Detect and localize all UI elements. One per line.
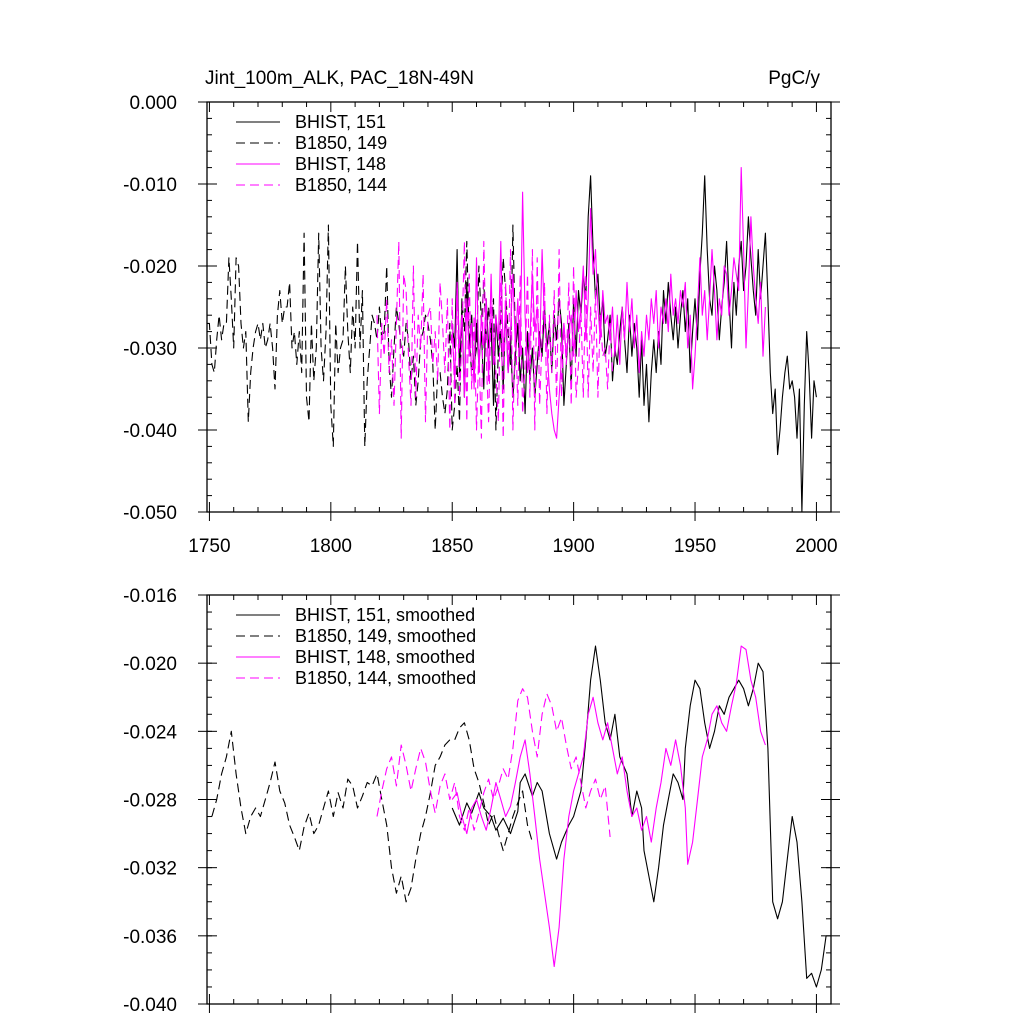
legend-label: BHIST, 151, smoothed [295, 605, 475, 625]
series-line [376, 240, 614, 439]
y-tick-label: -0.010 [123, 175, 177, 196]
series-line [451, 645, 766, 968]
raw-panel: 1750 1800 1850 1900 1950 2000 0.000 -0.010 -0.02… [123, 93, 840, 557]
series-group [211, 645, 827, 988]
chart-title: Jint_100m_ALK, PAC_18N-49N [205, 68, 474, 89]
y-tick-label: -0.032 [123, 859, 177, 880]
x-tick-label: 1900 [552, 536, 594, 557]
legend-label: B1850, 144 [295, 175, 387, 195]
legend-label: BHIST, 148 [295, 154, 386, 174]
x-tick-label: 1750 [188, 536, 230, 557]
y-tick-label: -0.036 [123, 927, 177, 948]
series-line [376, 688, 611, 838]
y-tick-label: -0.020 [123, 654, 177, 675]
y-tick-label: -0.020 [123, 257, 177, 278]
y-tick-label: 0.000 [129, 93, 177, 114]
legend-label: BHIST, 151 [295, 112, 386, 132]
series-line [207, 224, 516, 447]
legend-label: B1850, 149, smoothed [295, 626, 476, 646]
legend-label: B1850, 144, smoothed [295, 668, 476, 688]
y-tick-label: -0.016 [123, 586, 177, 607]
y-tick-label: -0.050 [123, 503, 177, 524]
y-tick-label: -0.040 [123, 421, 177, 442]
y-tick-label: -0.024 [123, 722, 177, 743]
series-line [211, 722, 533, 903]
x-tick-label: 2000 [795, 536, 837, 557]
series-line [451, 175, 817, 512]
legend-label: BHIST, 148, smoothed [295, 647, 475, 667]
smoothed-panel: -0.016 -0.020 -0.024 -0.028 -0.032 -0.036 -0.0… [123, 586, 840, 1016]
x-tick-label: 1950 [674, 536, 716, 557]
plot-frame [206, 101, 832, 513]
legend-label: B1850, 149 [295, 133, 387, 153]
chart-units: PgC/y [768, 68, 820, 89]
y-tick-label: -0.028 [123, 791, 177, 812]
series-group [207, 167, 817, 512]
y-tick-label: -0.040 [123, 995, 177, 1016]
series-line [451, 645, 827, 988]
y-tick-label: -0.030 [123, 339, 177, 360]
x-tick-label: 1800 [310, 536, 352, 557]
x-tick-label: 1850 [431, 536, 473, 557]
